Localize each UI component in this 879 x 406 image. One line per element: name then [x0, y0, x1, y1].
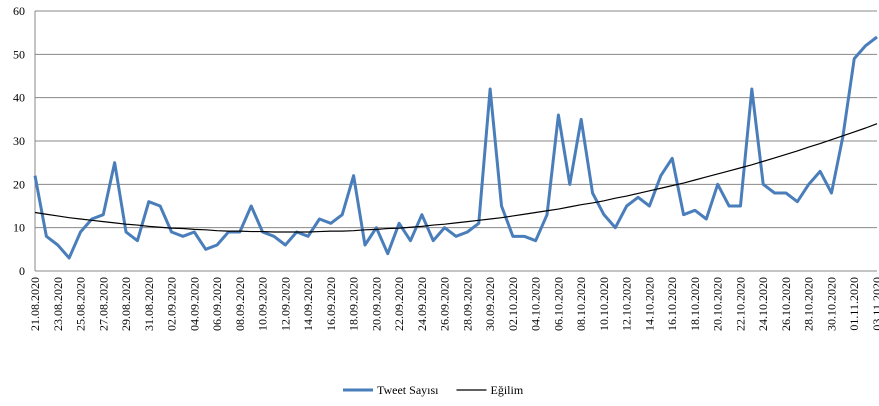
- x-tick-label: 08.10.2020: [574, 277, 588, 331]
- x-tick-label: 16.09.2020: [324, 277, 338, 331]
- x-tick-label: 01.11.2020: [847, 277, 861, 331]
- x-tick-label: 20.09.2020: [369, 277, 383, 331]
- x-tick-label: 02.10.2020: [506, 277, 520, 331]
- x-tick-label: 31.08.2020: [142, 277, 156, 331]
- x-tick-label: 04.10.2020: [529, 277, 543, 331]
- x-tick-label: 12.10.2020: [620, 277, 634, 331]
- legend-label: Tweet Sayısı: [377, 383, 439, 397]
- x-tick-label: 10.10.2020: [597, 277, 611, 331]
- x-tick-label: 14.09.2020: [301, 277, 315, 331]
- x-tick-label: 28.10.2020: [802, 277, 816, 331]
- x-tick-label: 28.09.2020: [460, 277, 474, 331]
- x-tick-label: 21.08.2020: [28, 277, 42, 331]
- x-tick-label: 18.09.2020: [347, 277, 361, 331]
- x-tick-label: 26.09.2020: [438, 277, 452, 331]
- y-tick-label: 50: [13, 47, 25, 61]
- y-tick-label: 0: [19, 264, 25, 278]
- x-tick-label: 08.09.2020: [233, 277, 247, 331]
- x-tick-label: 27.08.2020: [96, 277, 110, 331]
- x-tick-label: 18.10.2020: [688, 277, 702, 331]
- y-tick-label: 40: [13, 91, 25, 105]
- y-tick-label: 10: [13, 221, 25, 235]
- x-tick-label: 10.09.2020: [256, 277, 270, 331]
- x-tick-label: 24.10.2020: [756, 277, 770, 331]
- x-tick-label: 25.08.2020: [74, 277, 88, 331]
- x-tick-label: 22.09.2020: [392, 277, 406, 331]
- y-tick-label: 60: [13, 4, 25, 18]
- x-tick-label: 02.09.2020: [165, 277, 179, 331]
- y-tick-label: 30: [13, 134, 25, 148]
- x-tick-label: 06.09.2020: [210, 277, 224, 331]
- x-tick-label: 26.10.2020: [779, 277, 793, 331]
- x-tick-label: 06.10.2020: [551, 277, 565, 331]
- x-tick-label: 20.10.2020: [711, 277, 725, 331]
- y-tick-label: 20: [13, 177, 25, 191]
- x-tick-label: 24.09.2020: [415, 277, 429, 331]
- x-tick-label: 14.10.2020: [642, 277, 656, 331]
- data-line: [33, 35, 878, 260]
- x-tick-label: 29.08.2020: [119, 277, 133, 331]
- x-tick-label: 30.10.2020: [824, 277, 838, 331]
- data-line: [34, 123, 878, 233]
- x-tick-label: 12.09.2020: [278, 277, 292, 331]
- x-tick-label: 23.08.2020: [51, 277, 65, 331]
- legend-label: Eğilim: [490, 383, 523, 397]
- x-tick-label: 16.10.2020: [665, 277, 679, 331]
- x-tick-label: 22.10.2020: [733, 277, 747, 331]
- x-tick-label: 04.09.2020: [187, 277, 201, 331]
- x-tick-label: 30.09.2020: [483, 277, 497, 331]
- x-tick-label: 03.11.2020: [870, 277, 879, 331]
